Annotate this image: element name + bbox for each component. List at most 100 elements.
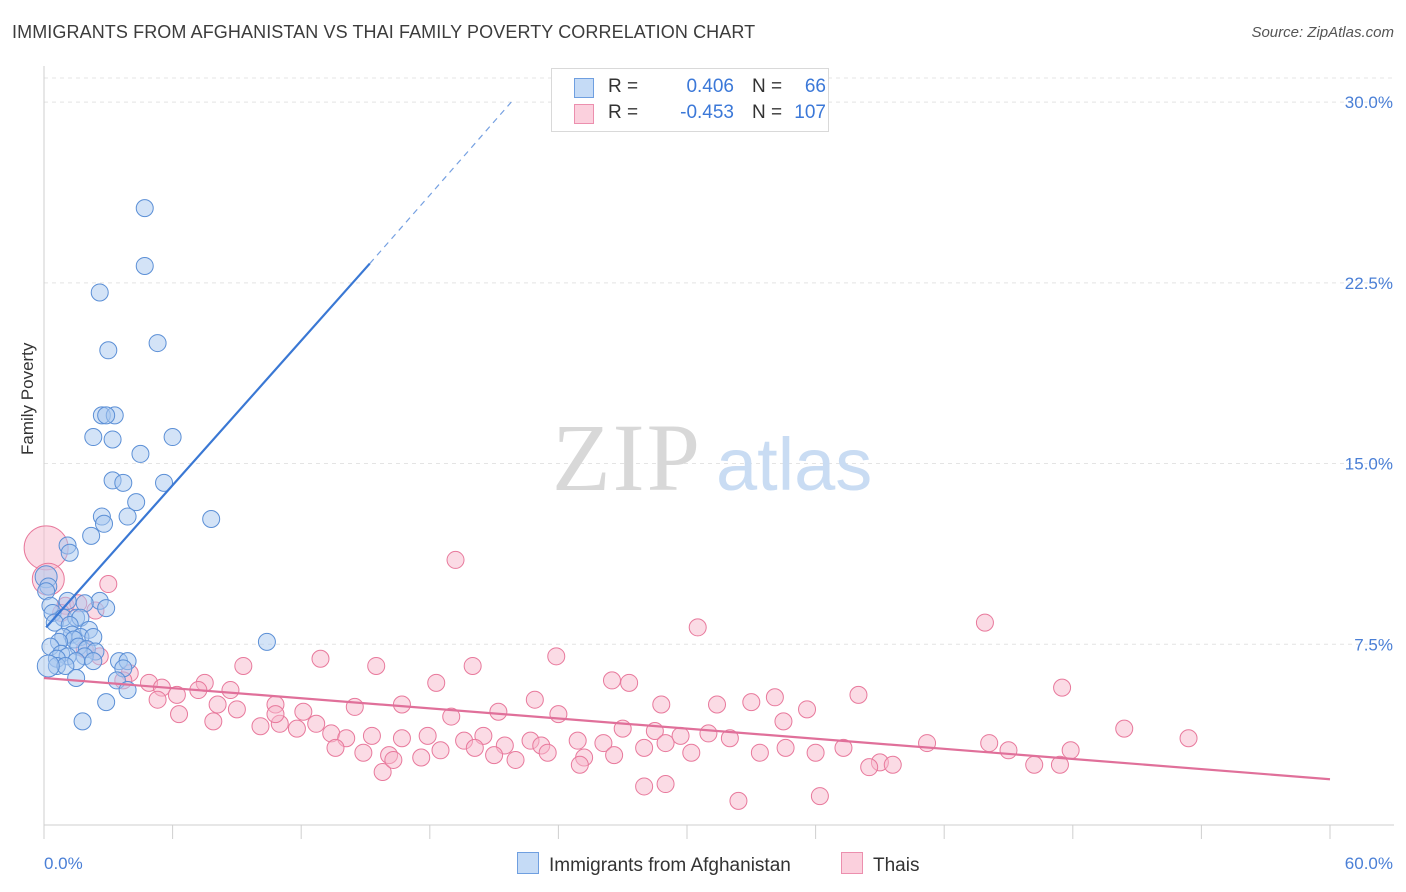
thai-point <box>311 649 330 668</box>
thai-point <box>485 746 504 765</box>
thai-point <box>834 738 853 757</box>
series-afghan-points <box>34 199 276 731</box>
bottom-thai-label: Thais <box>873 855 920 876</box>
thai-point <box>442 707 461 726</box>
trend-lines <box>43 101 1331 781</box>
afghan-point <box>148 334 167 353</box>
thai-point <box>446 550 465 569</box>
series-thai-points <box>23 525 1198 810</box>
source-label: Source: ZipAtlas.com <box>1251 24 1394 41</box>
afghan-point <box>90 283 109 302</box>
thai-point <box>682 743 701 762</box>
thai-point <box>549 705 568 724</box>
thai-point <box>489 702 508 721</box>
thai-point <box>688 618 707 637</box>
thai-point <box>729 791 748 810</box>
thai-point <box>883 755 902 774</box>
thai-point <box>307 714 326 733</box>
afghan-point <box>131 444 150 463</box>
afghan-point <box>118 507 137 526</box>
thai-point <box>227 700 246 719</box>
thai-point <box>776 738 795 757</box>
thai-point <box>750 743 769 762</box>
bottom-legend-thai: Thais <box>841 852 919 877</box>
thai-point <box>1053 678 1072 697</box>
chart-title: IMMIGRANTS FROM AFGHANISTAN VS THAI FAMI… <box>12 22 756 42</box>
thai-point <box>980 734 999 753</box>
afghan-point <box>97 599 116 618</box>
thai-trend-line <box>43 676 1331 781</box>
bottom-legend-afghan: Immigrants from Afghanistan <box>517 852 791 877</box>
afghan-point <box>155 473 174 492</box>
thai-point <box>384 750 403 769</box>
thai-point <box>652 695 671 714</box>
thai-point <box>635 738 654 757</box>
afghan-r-value: 0.406 <box>686 76 734 97</box>
thai-point <box>671 726 690 745</box>
thai-point <box>810 787 829 806</box>
thai-point <box>720 729 739 748</box>
thai-point <box>860 758 879 777</box>
thai-point <box>1179 729 1198 748</box>
thai-point <box>148 690 167 709</box>
thai-point <box>602 671 621 690</box>
thai-point <box>975 613 994 632</box>
afghan-point <box>97 406 116 425</box>
thai-point <box>234 656 253 675</box>
thai-point <box>431 741 450 760</box>
thai-point <box>418 726 437 745</box>
thai-point <box>568 731 587 750</box>
x-tick-label: 0.0% <box>44 854 83 873</box>
bottom-afghan-swatch <box>517 852 539 874</box>
thai-point <box>774 712 793 731</box>
thai-point <box>1061 741 1080 760</box>
afghan-swatch <box>574 78 594 98</box>
thai-point <box>620 673 639 692</box>
thai-point <box>266 705 285 724</box>
thai-point <box>465 738 484 757</box>
thai-point <box>392 695 411 714</box>
afghan-point <box>82 526 101 545</box>
thai-point <box>287 719 306 738</box>
thai-point <box>605 746 624 765</box>
thai-point <box>221 681 240 700</box>
afghan-point <box>99 341 118 360</box>
afghan-point <box>84 652 103 671</box>
watermark-zip: ZIP <box>552 404 702 511</box>
afghan-point <box>202 509 221 528</box>
thai-point <box>367 656 386 675</box>
thai-point <box>656 734 675 753</box>
y-tick-label: 15.0% <box>1345 455 1393 474</box>
bottom-afghan-label: Immigrants from Afghanistan <box>549 855 791 876</box>
watermark-atlas: atlas <box>716 423 872 506</box>
thai-point <box>170 705 189 724</box>
thai-point <box>373 762 392 781</box>
afghan-trend-line <box>45 262 371 629</box>
thai-point <box>742 693 761 712</box>
grid-lines <box>44 77 1394 645</box>
thai-point <box>326 738 345 757</box>
thai-point <box>167 685 186 704</box>
bottom-thai-swatch <box>841 852 863 874</box>
afghan-point <box>135 199 154 218</box>
stats-legend: R = 0.406 N = 66 R = -0.453 N = 107 <box>551 68 829 132</box>
thai-point <box>427 673 446 692</box>
thai-point <box>525 690 544 709</box>
afghan-point <box>127 493 146 512</box>
thai-point <box>538 743 557 762</box>
thai-point <box>354 743 373 762</box>
thai-point <box>1050 755 1069 774</box>
afghan-point <box>36 654 60 678</box>
thai-r-value: -0.453 <box>680 102 734 123</box>
afghan-point <box>84 428 103 447</box>
afghan-point <box>97 693 116 712</box>
afghan-point <box>73 712 92 731</box>
thai-point <box>798 700 817 719</box>
thai-r-label: R = <box>608 102 639 123</box>
y-tick-label: 7.5% <box>1354 635 1393 654</box>
thai-point <box>1025 755 1044 774</box>
afghan-point <box>163 428 182 447</box>
x-tick-label: 60.0% <box>1345 854 1393 873</box>
thai-n-value: 107 <box>794 102 826 123</box>
